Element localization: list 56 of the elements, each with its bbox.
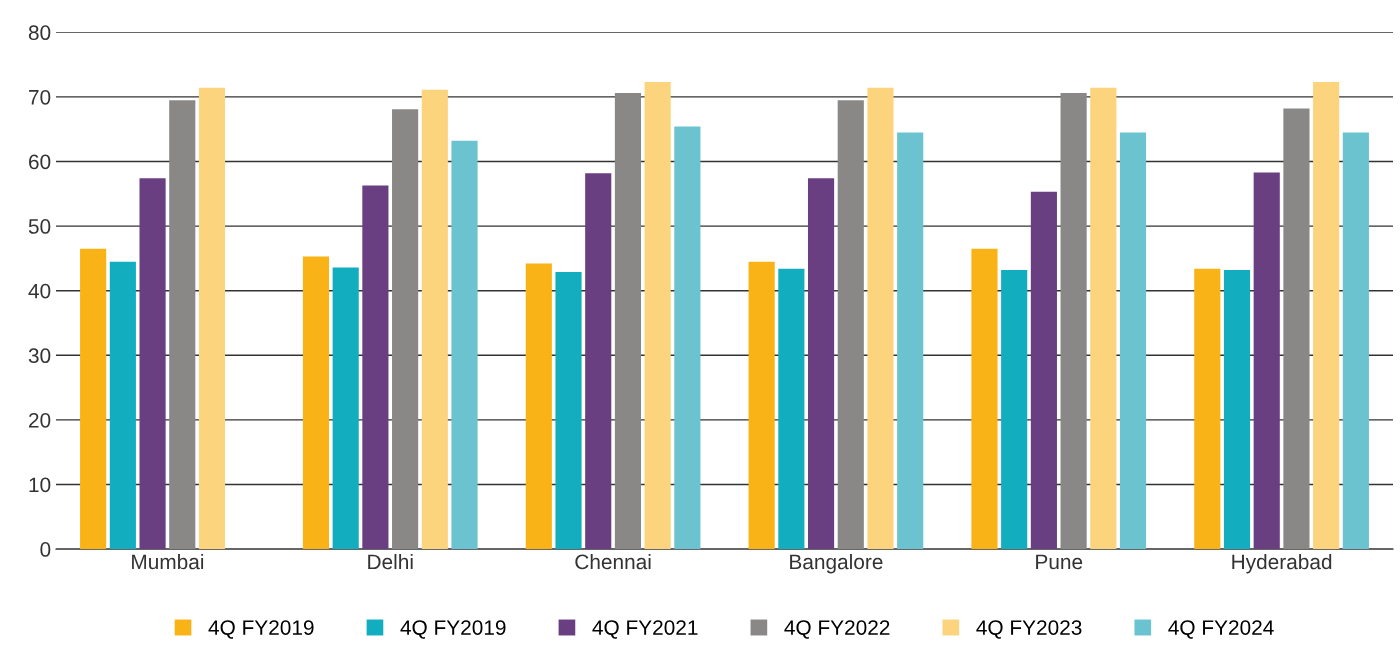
bar: [1060, 93, 1087, 550]
bar: [778, 268, 805, 550]
bar: [897, 132, 924, 550]
legend-label: 4Q FY2023: [976, 620, 1082, 639]
y-tick-label: 30: [28, 348, 51, 364]
bar: [198, 87, 226, 550]
y-tick-label: 20: [29, 412, 51, 428]
bar: [169, 100, 196, 550]
legend-label: 4Q FY2019: [400, 620, 506, 639]
legend-label: 4Q FY2024: [1168, 620, 1274, 639]
y-tick-label: 80: [28, 25, 51, 41]
y-tick-label: 40: [28, 283, 51, 299]
bar: [80, 248, 107, 550]
bar: [1001, 270, 1028, 550]
bar: [674, 126, 701, 550]
legend-label: 4Q FY2021: [592, 620, 698, 639]
bar: [614, 93, 642, 550]
bar: [332, 267, 359, 550]
y-tick-label: 60: [29, 154, 51, 170]
legend-label: 4Q FY2022: [784, 620, 890, 639]
bar: [302, 256, 330, 550]
bar: [1342, 132, 1369, 550]
bar: [585, 173, 612, 550]
bar: [451, 140, 478, 550]
bar: [1119, 132, 1147, 550]
bar: [1253, 172, 1280, 550]
y-tick-label: 0: [40, 542, 51, 557]
y-tick-label: 10: [29, 477, 51, 493]
x-tick-label: Mumbai: [132, 553, 204, 570]
bar: [1090, 87, 1117, 550]
bar: [644, 82, 671, 550]
bar: [139, 178, 166, 550]
x-tick-label: Pune: [1036, 554, 1083, 570]
y-tick-label: 70: [29, 89, 51, 105]
legend-label: 4Q FY2019: [208, 620, 314, 639]
bar: [1223, 270, 1251, 550]
bar: [748, 261, 775, 550]
bar: [971, 248, 998, 550]
x-tick-label: Delhi: [368, 553, 413, 570]
bar: [1283, 108, 1310, 550]
bar: [837, 100, 864, 550]
bar: [1194, 268, 1221, 550]
bar: [807, 178, 835, 550]
bar: [555, 271, 582, 550]
bar: [1030, 191, 1057, 550]
bar: [867, 87, 894, 550]
bar: [109, 261, 136, 550]
bar: [362, 185, 389, 550]
y-tick-label: 50: [28, 219, 51, 234]
x-tick-label: Bangalore: [790, 553, 883, 574]
bar: [392, 109, 419, 550]
x-tick-label: Chennai: [575, 553, 651, 570]
x-tick-label: Hyderabad: [1232, 553, 1332, 574]
bar: [525, 263, 552, 550]
bar: [1313, 82, 1340, 550]
bar: [421, 89, 448, 550]
